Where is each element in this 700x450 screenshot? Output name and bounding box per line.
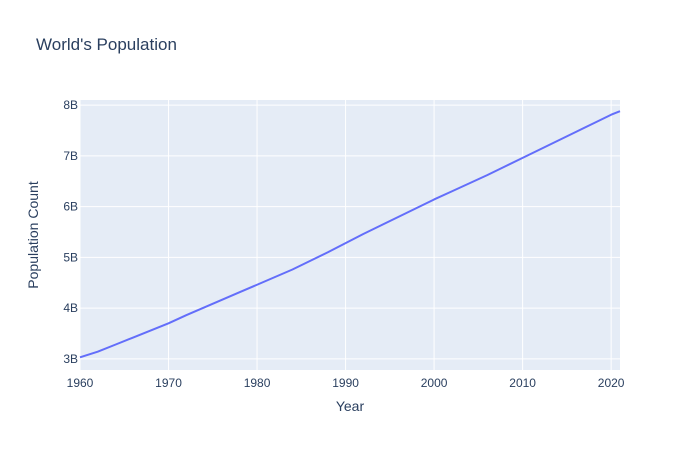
y-tick-label: 7B [63, 149, 78, 163]
population-series-line [79, 110, 621, 359]
y-tick-label: 8B [63, 98, 78, 112]
x-tick-label: 2010 [509, 376, 536, 390]
series-layer [79, 110, 621, 359]
tick-labels: 1960 1970 1980 1990 2000 2010 2020 3B 4B 5B 6B 7B 8B [63, 98, 625, 390]
y-tick-label: 4B [63, 301, 78, 315]
x-tick-label: 1990 [332, 376, 359, 390]
y-tick-label: 5B [63, 250, 78, 264]
x-tick-label: 2020 [598, 376, 625, 390]
y-tick-label: 6B [63, 200, 78, 214]
x-tick-label: 1960 [67, 376, 94, 390]
plot-area [80, 100, 620, 370]
y-tick-label: 3B [63, 352, 78, 366]
y-axis-title: Population Count [25, 181, 41, 289]
x-tick-label: 2000 [421, 376, 448, 390]
x-tick-label: 1980 [244, 376, 271, 390]
chart-title: World's Population [36, 35, 177, 54]
grid-lines [79, 100, 620, 370]
x-tick-label: 1970 [155, 376, 182, 390]
x-axis-title: Year [336, 398, 365, 414]
